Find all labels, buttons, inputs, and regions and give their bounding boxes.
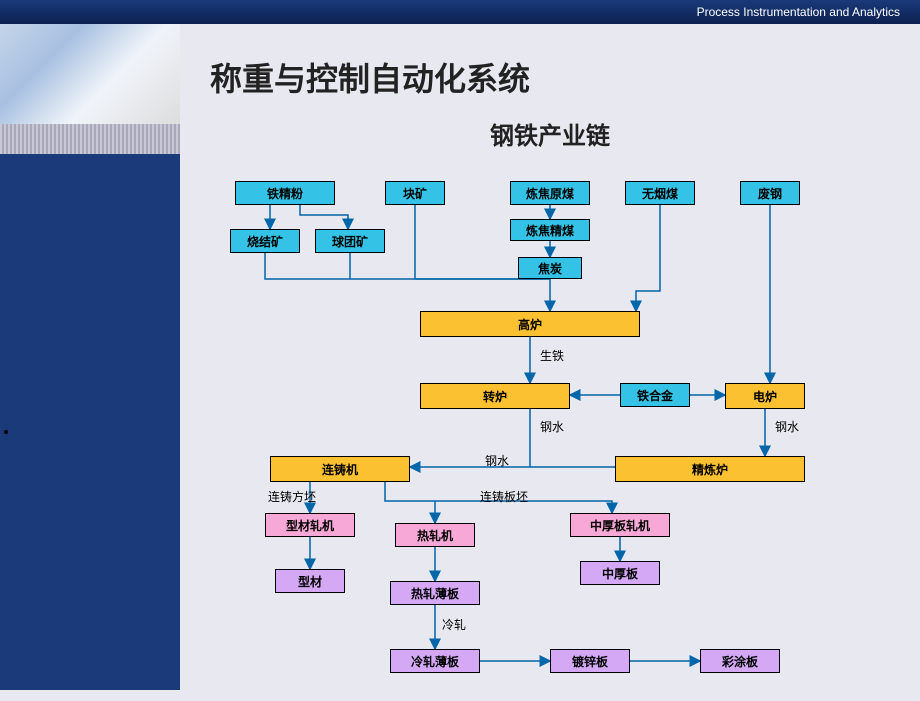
flowchart-node-n02: 块矿 (385, 181, 445, 205)
page-title: 称重与控制自动化系统 (210, 54, 530, 100)
flowchart-node-n07: 球团矿 (315, 229, 385, 253)
sidebar-bullet (4, 430, 8, 434)
sidebar-texture (0, 124, 180, 154)
flowchart-node-n12: 铁合金 (620, 383, 690, 407)
flowchart-node-n15: 精炼炉 (615, 456, 805, 482)
top-banner: Process Instrumentation and Analytics (0, 0, 920, 24)
flowchart-edge-label: 连铸板坯 (480, 488, 528, 505)
flowchart-node-n18: 中厚板轧机 (570, 513, 670, 537)
flowchart-node-n14: 连铸机 (270, 456, 410, 482)
flowchart-node-n01: 铁精粉 (235, 181, 335, 205)
flowchart-node-n17: 热轧机 (395, 523, 475, 547)
flowchart-node-n10: 高炉 (420, 311, 640, 337)
flowchart-edge-label: 冷轧 (442, 616, 466, 633)
flowchart-node-n05: 废钢 (740, 181, 800, 205)
flowchart-node-n16: 型材轧机 (265, 513, 355, 537)
flowchart-node-n22: 冷轧薄板 (390, 649, 480, 673)
flowchart-node-n11: 转炉 (420, 383, 570, 409)
sidebar-image (0, 24, 180, 124)
flowchart-edge-label: 钢水 (775, 418, 799, 435)
flowchart-edge-label: 钢水 (485, 452, 509, 469)
flowchart-node-n21: 中厚板 (580, 561, 660, 585)
top-banner-text: Process Instrumentation and Analytics (697, 5, 900, 19)
flowchart-node-n13: 电炉 (725, 383, 805, 409)
flowchart-edge-label: 生铁 (540, 347, 564, 364)
flowchart-node-n09: 焦炭 (518, 257, 582, 279)
flowchart-node-n24: 彩涂板 (700, 649, 780, 673)
flowchart-node-n08: 炼焦精煤 (510, 219, 590, 241)
flowchart-node-n04: 无烟煤 (625, 181, 695, 205)
flowchart-edge-label: 钢水 (540, 418, 564, 435)
flowchart-node-n19: 型材 (275, 569, 345, 593)
flowchart-node-n20: 热轧薄板 (390, 581, 480, 605)
diagram-title: 钢铁产业链 (180, 116, 920, 151)
diagram-container: 钢铁产业链 铁精粉 块矿 炼焦原煤 无烟煤 废钢烧结矿球团矿 炼焦精煤焦炭高炉转炉 铁合金 电… (180, 108, 920, 690)
flowchart-canvas: 铁精粉 块矿 炼焦原煤 无烟煤 废钢烧结矿球团矿 炼焦精煤焦炭高炉转炉 铁合金 电炉连铸机 精炼… (180, 161, 920, 701)
flowchart-edge-label: 连铸方坯 (268, 488, 316, 505)
flowchart-node-n06: 烧结矿 (230, 229, 300, 253)
flowchart-node-n23: 镀锌板 (550, 649, 630, 673)
flowchart-node-n03: 炼焦原煤 (510, 181, 590, 205)
slide-sidebar (0, 24, 180, 690)
